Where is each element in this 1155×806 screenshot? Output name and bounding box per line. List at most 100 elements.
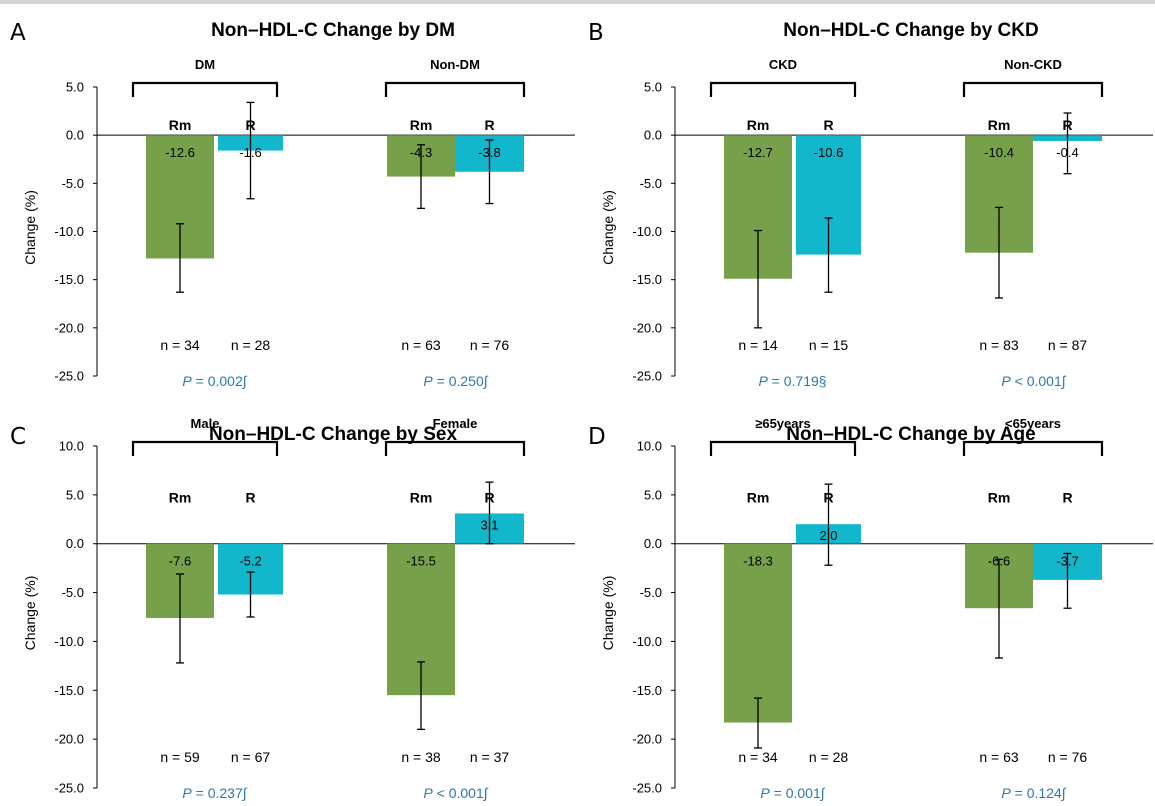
y-tick-label: -15.0: [632, 272, 662, 287]
bar-value-label: 2.0: [819, 528, 837, 543]
bar-value-label: -5.2: [239, 554, 261, 569]
bar-value-label: -0.4: [1056, 145, 1078, 160]
bar-series-label: Rm: [747, 490, 770, 506]
p-value-label: P < 0.001∫: [423, 785, 488, 801]
group-bracket: [131, 440, 279, 456]
y-tick-label: -10.0: [632, 634, 662, 649]
chart-svg: D Non–HDL-C Change by Age 10.0 5.0 0.0 -5.0 -1…: [588, 416, 1153, 801]
p-value-prefix: P: [182, 373, 192, 389]
bar-series-label: Rm: [410, 490, 433, 506]
p-value-text: = 0.719§: [768, 373, 827, 389]
y-tick-label: -10.0: [632, 224, 662, 239]
p-value-prefix: P: [182, 785, 192, 801]
group-label: <65years: [1005, 416, 1061, 431]
group-label: DM: [195, 57, 215, 72]
group-label: ≥65years: [755, 416, 811, 431]
y-tick-label: 0.0: [66, 536, 84, 551]
sample-size-label: n = 63: [979, 749, 1019, 765]
y-tick-label: -5.0: [62, 176, 84, 191]
sample-size-label: n = 38: [401, 749, 441, 765]
bar-series-label: Rm: [988, 117, 1011, 133]
y-tick-label: 5.0: [66, 487, 84, 502]
p-value-label: P = 0.237∫: [182, 785, 247, 801]
sample-size-label: n = 28: [809, 749, 849, 765]
y-tick-label: -20.0: [632, 320, 662, 335]
bar-series-label: Rm: [747, 117, 770, 133]
p-value-label: P = 0.001∫: [760, 785, 825, 801]
y-tick-label: 5.0: [644, 80, 662, 95]
y-tick-label: -20.0: [54, 320, 84, 335]
y-tick-label: 5.0: [644, 487, 662, 502]
p-value-text: = 0.124∫: [1011, 785, 1067, 801]
y-tick-label: -25.0: [632, 369, 662, 384]
group-label: Male: [191, 416, 220, 431]
y-tick-label: -25.0: [54, 369, 84, 384]
group-bracket: [131, 81, 279, 97]
group-label: Non-CKD: [1004, 57, 1062, 72]
bar-series-label: Rm: [169, 117, 192, 133]
bar-rm: [724, 543, 792, 723]
group-label: Non-DM: [430, 57, 480, 72]
chart-svg: C Non–HDL-C Change by Sex 10.0 5.0 0.0 -5.0 -1…: [10, 416, 575, 801]
panel-d: D Non–HDL-C Change by Age 10.0 5.0 0.0 -5.0 -1…: [578, 404, 1155, 804]
y-tick-label: -20.0: [632, 732, 662, 747]
bar-series-label: Rm: [410, 117, 433, 133]
group-bracket: [962, 81, 1104, 97]
y-tick-label: 5.0: [66, 80, 84, 95]
bar-series-label: R: [484, 117, 494, 133]
bar-value-label: -10.4: [984, 145, 1014, 160]
group-bracket: [962, 440, 1104, 456]
p-value-text: = 0.250∫: [433, 373, 489, 389]
bar-value-label: -3.7: [1056, 554, 1078, 569]
sample-size-label: n = 34: [160, 337, 200, 353]
bar-series-label: R: [1062, 490, 1072, 506]
p-value-text: = 0.001∫: [770, 785, 826, 801]
bar-series-label: R: [1062, 117, 1072, 133]
panel-c: C Non–HDL-C Change by Sex 10.0 5.0 0.0 -5.0 -1…: [0, 404, 577, 804]
p-value-prefix: P: [1001, 373, 1011, 389]
sample-size-label: n = 37: [470, 749, 510, 765]
panel-letter: D: [588, 424, 606, 450]
bar-value-label: -18.3: [743, 554, 773, 569]
panel-letter: B: [588, 20, 604, 46]
y-tick-label: -25.0: [54, 781, 84, 796]
p-value-text: < 0.001∫: [433, 785, 489, 801]
bar-value-label: -6.6: [988, 554, 1010, 569]
sample-size-label: n = 14: [738, 337, 778, 353]
sample-size-label: n = 87: [1048, 337, 1088, 353]
y-tick-label: 0.0: [66, 128, 84, 143]
bar-value-label: -12.7: [743, 145, 773, 160]
panel-letter: C: [10, 424, 26, 450]
y-tick-label: -20.0: [54, 732, 84, 747]
top-border: [0, 0, 1155, 4]
p-value-label: P = 0.719§: [758, 373, 826, 389]
y-axis-label: Change (%): [22, 576, 38, 651]
p-value-label: P = 0.250∫: [423, 373, 488, 389]
sample-size-label: n = 28: [231, 337, 271, 353]
panel-a: A Non–HDL-C Change by DM 5.0 0.0 -5.0 -10.0 -1…: [0, 0, 577, 400]
group-bracket: [384, 81, 526, 97]
bar-value-label: -4.3: [410, 145, 432, 160]
bar-value-label: -1.6: [239, 145, 261, 160]
y-tick-label: -5.0: [640, 176, 662, 191]
y-axis-label: Change (%): [22, 190, 38, 265]
chart-svg: B Non–HDL-C Change by CKD 5.0 0.0 -5.0 -10.0 -…: [588, 20, 1153, 389]
y-tick-label: -15.0: [54, 272, 84, 287]
chart-title: Non–HDL-C Change by DM: [211, 20, 455, 41]
sample-size-label: n = 76: [470, 337, 510, 353]
panel-b: B Non–HDL-C Change by CKD 5.0 0.0 -5.0 -10.0 -…: [578, 0, 1155, 400]
p-value-text: = 0.237∫: [192, 785, 248, 801]
bar-series-label: R: [823, 117, 833, 133]
y-tick-label: -25.0: [632, 781, 662, 796]
y-tick-label: -15.0: [632, 683, 662, 698]
sample-size-label: n = 63: [401, 337, 441, 353]
bar-value-label: -7.6: [169, 554, 191, 569]
bar-series-label: Rm: [169, 490, 192, 506]
y-tick-label: 10.0: [59, 439, 84, 454]
bar-value-label: -12.6: [165, 145, 195, 160]
p-value-text: < 0.001∫: [1011, 373, 1067, 389]
sample-size-label: n = 15: [809, 337, 849, 353]
group-bracket: [709, 81, 857, 97]
sample-size-label: n = 83: [979, 337, 1019, 353]
y-tick-label: -10.0: [54, 224, 84, 239]
